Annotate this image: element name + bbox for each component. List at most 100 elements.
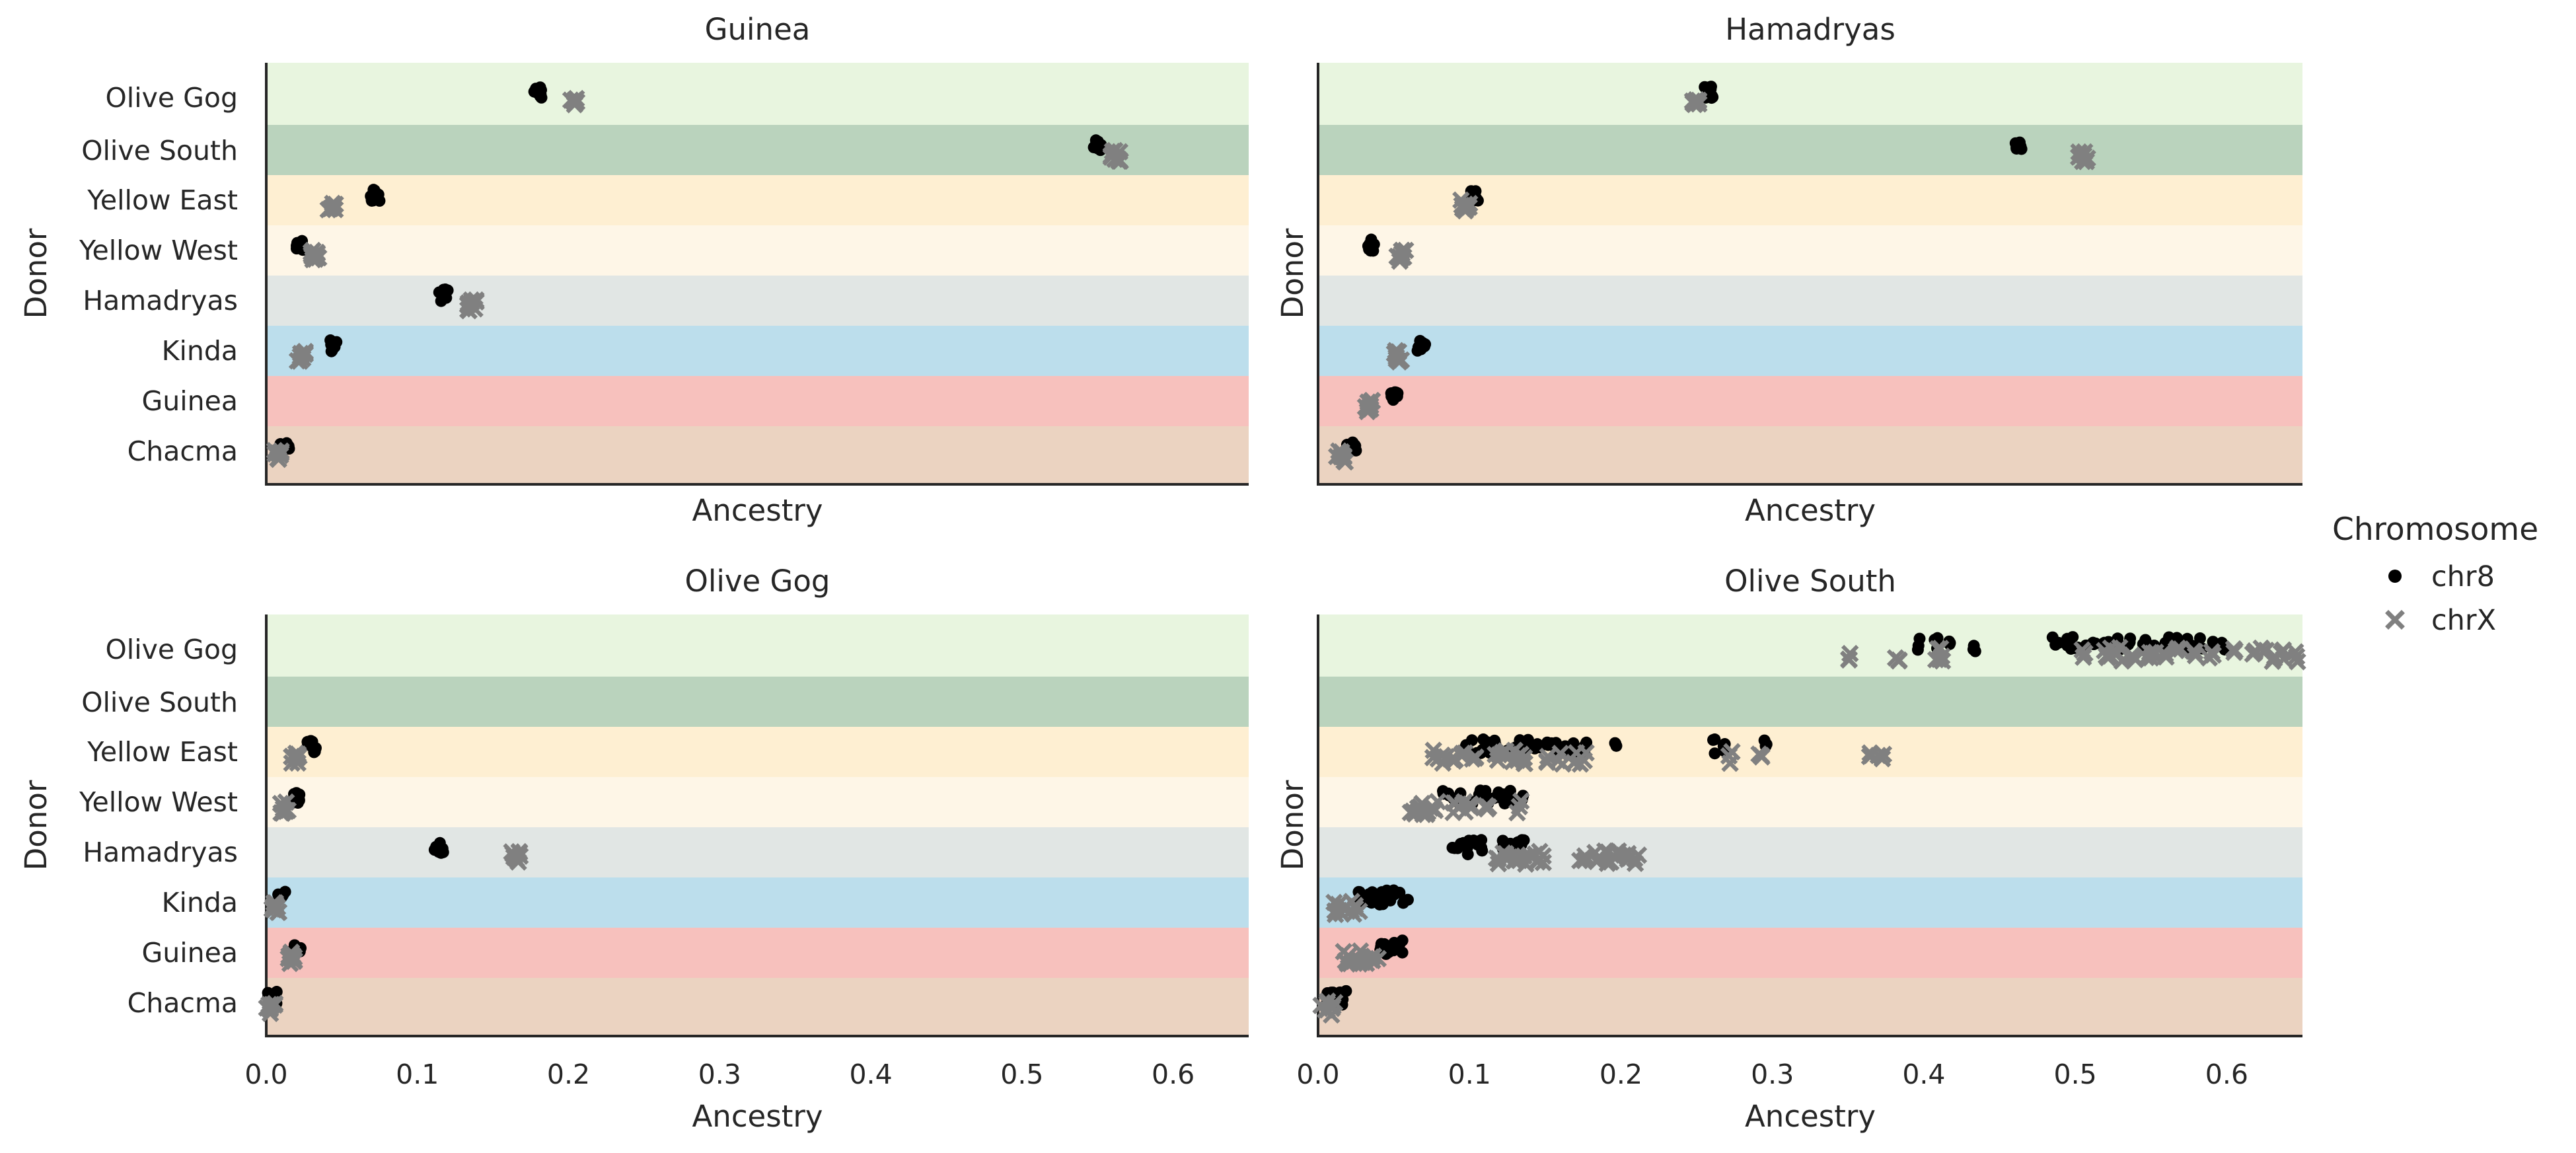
point-chrX xyxy=(1534,854,1553,872)
band-guinea xyxy=(266,376,1249,426)
point-chrX xyxy=(509,853,527,871)
x-tick-label: 0.2 xyxy=(547,1059,590,1090)
legend-title: Chromosome xyxy=(2332,511,2538,548)
point-chr8 xyxy=(1396,934,1409,947)
point-chr8 xyxy=(534,81,546,94)
point-chr8 xyxy=(1913,632,1926,645)
point-chr8 xyxy=(1610,739,1623,752)
point-chrX-stroke xyxy=(2071,147,2089,165)
point-chrX xyxy=(2225,643,2243,661)
point-chr8 xyxy=(439,283,452,296)
y-tick-label: Kinda xyxy=(162,335,238,367)
x-axis-label: Ancestry xyxy=(692,1099,823,1134)
point-chr8 xyxy=(2067,631,2079,644)
x-axis-label: Ancestry xyxy=(1745,1099,1876,1134)
band-guinea xyxy=(1318,376,2302,426)
y-axis-label: Donor xyxy=(18,780,54,870)
point-chrX-stroke xyxy=(1335,448,1353,466)
band-yellow-west xyxy=(266,225,1249,276)
point-chrX xyxy=(261,996,279,1015)
point-chrX-stroke xyxy=(1577,744,1595,762)
point-chrX-stroke xyxy=(1389,343,1408,361)
point-chr8 xyxy=(1479,784,1492,797)
point-chrX-stroke xyxy=(281,954,299,973)
legend-label-chr8: chr8 xyxy=(2431,560,2495,593)
y-axis-label: Donor xyxy=(1275,228,1310,318)
x-tick-label: 0.4 xyxy=(849,1059,892,1090)
point-chrX-stroke xyxy=(1549,752,1567,770)
point-chrX-stroke xyxy=(1346,899,1364,917)
band-yellow-west xyxy=(266,777,1249,827)
point-chrX xyxy=(1454,200,1472,217)
point-chrX-stroke xyxy=(1586,843,1604,862)
point-chrX xyxy=(2075,147,2093,165)
point-chr8 xyxy=(305,735,317,747)
point-chrX-stroke xyxy=(2073,641,2091,659)
point-chr8 xyxy=(1475,841,1488,854)
y-tick-label: Guinea xyxy=(142,937,238,969)
point-chr8 xyxy=(1366,886,1379,899)
point-chrX-stroke xyxy=(1433,746,1452,764)
legend-chr8-marker xyxy=(2388,570,2402,583)
point-chrX xyxy=(2071,147,2089,165)
band-yellow-east xyxy=(266,727,1249,777)
point-chr8 xyxy=(1705,92,1718,104)
panel-4: Olive South Ancestry Donor 0.0 0.1 0.2 0.3 0.4 0… xyxy=(1275,564,2306,1134)
y-tick-label: Olive Gog xyxy=(106,82,238,114)
band-kinda xyxy=(1318,326,2302,376)
point-chrX-stroke xyxy=(1687,91,1705,109)
point-chr8 xyxy=(1389,887,1401,899)
point-chrX-stroke xyxy=(2108,644,2127,662)
point-chrX xyxy=(1433,746,1452,764)
point-chrX xyxy=(2204,646,2223,664)
point-chrX-stroke xyxy=(2275,650,2293,668)
point-chr8 xyxy=(431,844,443,856)
point-chrX-stroke xyxy=(2204,646,2223,664)
x-tick-label: 0.4 xyxy=(1902,1059,1945,1090)
point-chrX-stroke xyxy=(1932,647,1951,665)
band-olive-south xyxy=(1318,125,2302,175)
point-chrX-stroke xyxy=(2113,652,2131,670)
y-tick-label: Yellow East xyxy=(87,736,238,768)
point-chrX xyxy=(1571,755,1590,773)
point-chr8 xyxy=(1516,834,1528,846)
point-chrX-stroke xyxy=(1840,651,1858,669)
point-chrX xyxy=(1720,747,1738,765)
point-chrX-stroke xyxy=(272,446,289,465)
point-chrX-stroke xyxy=(2225,640,2243,658)
point-chr8 xyxy=(1419,338,1432,351)
point-chrX xyxy=(1425,800,1443,818)
y-tick-label: Olive South xyxy=(81,135,238,167)
point-chrX xyxy=(1346,899,1364,917)
point-chrX-stroke xyxy=(566,94,585,112)
point-chrX xyxy=(1323,999,1341,1018)
point-chr8 xyxy=(330,336,343,348)
point-chrX-stroke xyxy=(2167,642,2186,659)
point-chrX-stroke xyxy=(261,1000,279,1019)
point-chrX xyxy=(291,344,310,363)
x-tick-label: 0.5 xyxy=(2054,1059,2097,1090)
point-chrX-stroke xyxy=(1493,743,1512,762)
point-chrX xyxy=(270,903,288,921)
point-chrX-stroke xyxy=(266,445,284,463)
point-chrX xyxy=(2186,643,2204,661)
point-chrX-stroke xyxy=(1571,755,1590,773)
legend: Chromosome chr8 chrX xyxy=(2332,511,2538,637)
point-chr8 xyxy=(1911,644,1924,656)
point-chrX-stroke xyxy=(1463,750,1481,768)
band-kinda xyxy=(266,877,1249,928)
point-chrX-stroke xyxy=(509,853,527,871)
point-chrX xyxy=(566,94,585,112)
point-chrX xyxy=(2073,641,2091,659)
y-tick-label: Hamadryas xyxy=(83,837,238,868)
point-chrX xyxy=(296,344,314,362)
x-tick-label: 0.2 xyxy=(1600,1059,1642,1090)
x-tick-label: 0.0 xyxy=(244,1059,287,1090)
point-chrX-stroke xyxy=(291,344,310,363)
point-chrX-stroke xyxy=(270,903,288,921)
point-chrX-stroke xyxy=(296,344,314,362)
point-chr8 xyxy=(1340,985,1352,997)
point-chrX xyxy=(1463,750,1481,768)
point-chrX-stroke xyxy=(2287,643,2304,661)
point-chrX xyxy=(1629,846,1648,864)
